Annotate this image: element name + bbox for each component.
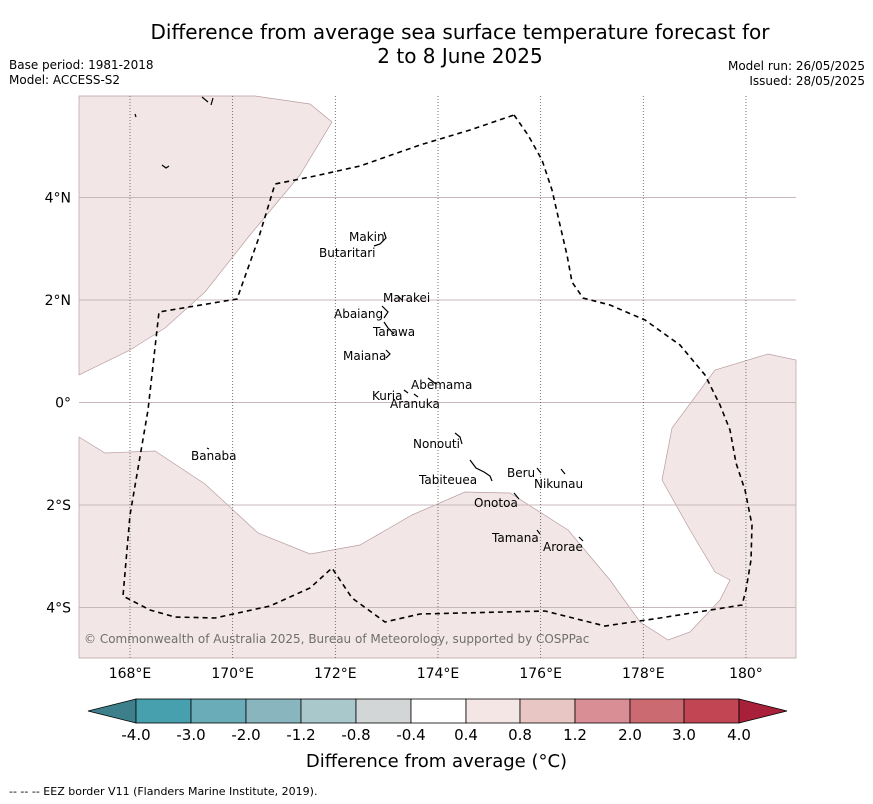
- place-label-arorae: Arorae: [543, 540, 583, 554]
- longitude-label: 178°E: [622, 666, 665, 682]
- colorbar-bin: [190, 698, 247, 724]
- model-info: Base period: 1981-2018 Model: ACCESS-S2: [9, 58, 154, 88]
- atoll-shape: [560, 468, 566, 475]
- colorbar-tick-label: 3.0: [672, 726, 696, 744]
- colorbar-tick-label: -2.0: [231, 726, 261, 744]
- warm-region-northwest: [78, 95, 333, 376]
- atoll-shape: [201, 96, 209, 103]
- colorbar-bin: [629, 698, 685, 724]
- colorbar-tick-label: 0.4: [454, 726, 478, 744]
- latitude-label: 4°N: [45, 191, 71, 207]
- place-label-abaiang: Abaiang: [334, 307, 384, 321]
- place-label-marakei: Marakei: [383, 291, 431, 305]
- atoll-shape: [454, 432, 463, 445]
- colorbar-bin: [355, 698, 412, 724]
- atoll-shape: [427, 377, 437, 385]
- atoll-shape: [383, 321, 395, 335]
- model-name: Model: ACCESS-S2: [9, 73, 121, 87]
- map-title: Difference from average sea surface temp…: [90, 20, 830, 68]
- longitude-label: 174°E: [417, 666, 460, 682]
- colorbar-bin: [574, 698, 631, 724]
- place-label-beru: Beru: [507, 466, 536, 480]
- place-label-makin: Makin: [349, 230, 385, 244]
- colorbar-tick-label: 4.0: [727, 726, 751, 744]
- latitude-label: 4°S: [46, 601, 71, 617]
- colorbar-tick-label: -3.0: [176, 726, 206, 744]
- place-label-tarawa: Tarawa: [373, 325, 416, 339]
- colorbar-bin: [683, 698, 740, 724]
- atoll-shape: [210, 97, 214, 106]
- warm-region-south: [78, 353, 797, 659]
- atoll-shape: [397, 295, 403, 301]
- atoll-shape: [134, 113, 137, 118]
- colorbar-tick-label: -0.8: [341, 726, 371, 744]
- atoll-shape: [536, 467, 542, 474]
- title-line-2: 2 to 8 June 2025: [377, 44, 543, 68]
- colorbar-bin: [519, 698, 576, 724]
- colorbar-tick-label: 2.0: [618, 726, 642, 744]
- eez-legend-note: -- -- -- EEZ border V11 (Flanders Marine…: [9, 785, 318, 798]
- latitude-label: 2°S: [46, 498, 71, 514]
- place-label-butaritari: Butaritari: [319, 246, 376, 260]
- atoll-shape: [413, 393, 419, 398]
- colorbar-tick-label: -1.2: [286, 726, 316, 744]
- longitude-label: 172°E: [314, 666, 357, 682]
- latitude-label: 2°N: [45, 293, 71, 309]
- run-info: Model run: 26/05/2025 Issued: 28/05/2025: [728, 59, 865, 89]
- place-label-abemama: Abemama: [411, 378, 473, 392]
- colorbar-bin: [465, 698, 521, 724]
- model-run: Model run: 26/05/2025: [727, 59, 865, 73]
- place-label-kuria: Kuria: [372, 389, 403, 403]
- place-label-tamana: Tamana: [492, 531, 539, 545]
- colorbar-title: Difference from average (°C): [305, 751, 568, 772]
- atoll-shape: [206, 447, 210, 450]
- copyright-notice: © Commonwealth of Australia 2025, Bureau…: [84, 632, 590, 646]
- place-label-banaba: Banaba: [191, 449, 237, 463]
- atoll-outlines: [134, 96, 584, 542]
- place-label-tabiteuea: Tabiteuea: [419, 473, 478, 487]
- colorbar-tick-label: 0.8: [508, 726, 532, 744]
- colorbar-tick-label: -4.0: [121, 726, 151, 744]
- atoll-shape: [403, 389, 409, 394]
- issued-date: Issued: 28/05/2025: [749, 74, 865, 88]
- longitude-label: 168°E: [109, 666, 152, 682]
- title-line-1: Difference from average sea surface temp…: [150, 20, 770, 44]
- place-label-nonouti: Nonouti: [413, 437, 460, 451]
- latitude-label: 0°: [55, 396, 71, 412]
- longitude-label: 180°: [729, 666, 763, 682]
- colorbar-tick-label: -0.4: [396, 726, 426, 744]
- colorbar-bin: [135, 698, 192, 724]
- atoll-shape: [373, 231, 387, 247]
- longitude-label: 170°E: [211, 666, 254, 682]
- atoll-shape: [381, 305, 389, 319]
- colorbar-min-extension: [87, 698, 137, 724]
- colorbar-max-extension: [738, 698, 788, 724]
- eez-border: [122, 114, 753, 627]
- atoll-shape: [469, 459, 493, 482]
- atoll-shape: [513, 492, 520, 500]
- atoll-shape: [536, 529, 541, 535]
- colorbar-bin: [245, 698, 302, 724]
- atoll-shape: [578, 536, 584, 542]
- colorbar-bin: [410, 698, 467, 724]
- atoll-shape: [161, 164, 170, 169]
- colorbar-bin: [300, 698, 357, 724]
- base-period: Base period: 1981-2018: [9, 58, 154, 72]
- place-label-onotoa: Onotoa: [474, 496, 518, 510]
- atoll-shape: [385, 349, 391, 359]
- colorbar: [87, 698, 788, 724]
- place-label-maiana: Maiana: [343, 349, 387, 363]
- place-label-nikunau: Nikunau: [534, 477, 584, 491]
- colorbar-tick-label: 1.2: [563, 726, 587, 744]
- longitude-label: 176°E: [519, 666, 562, 682]
- place-label-aranuka: Aranuka: [390, 397, 440, 411]
